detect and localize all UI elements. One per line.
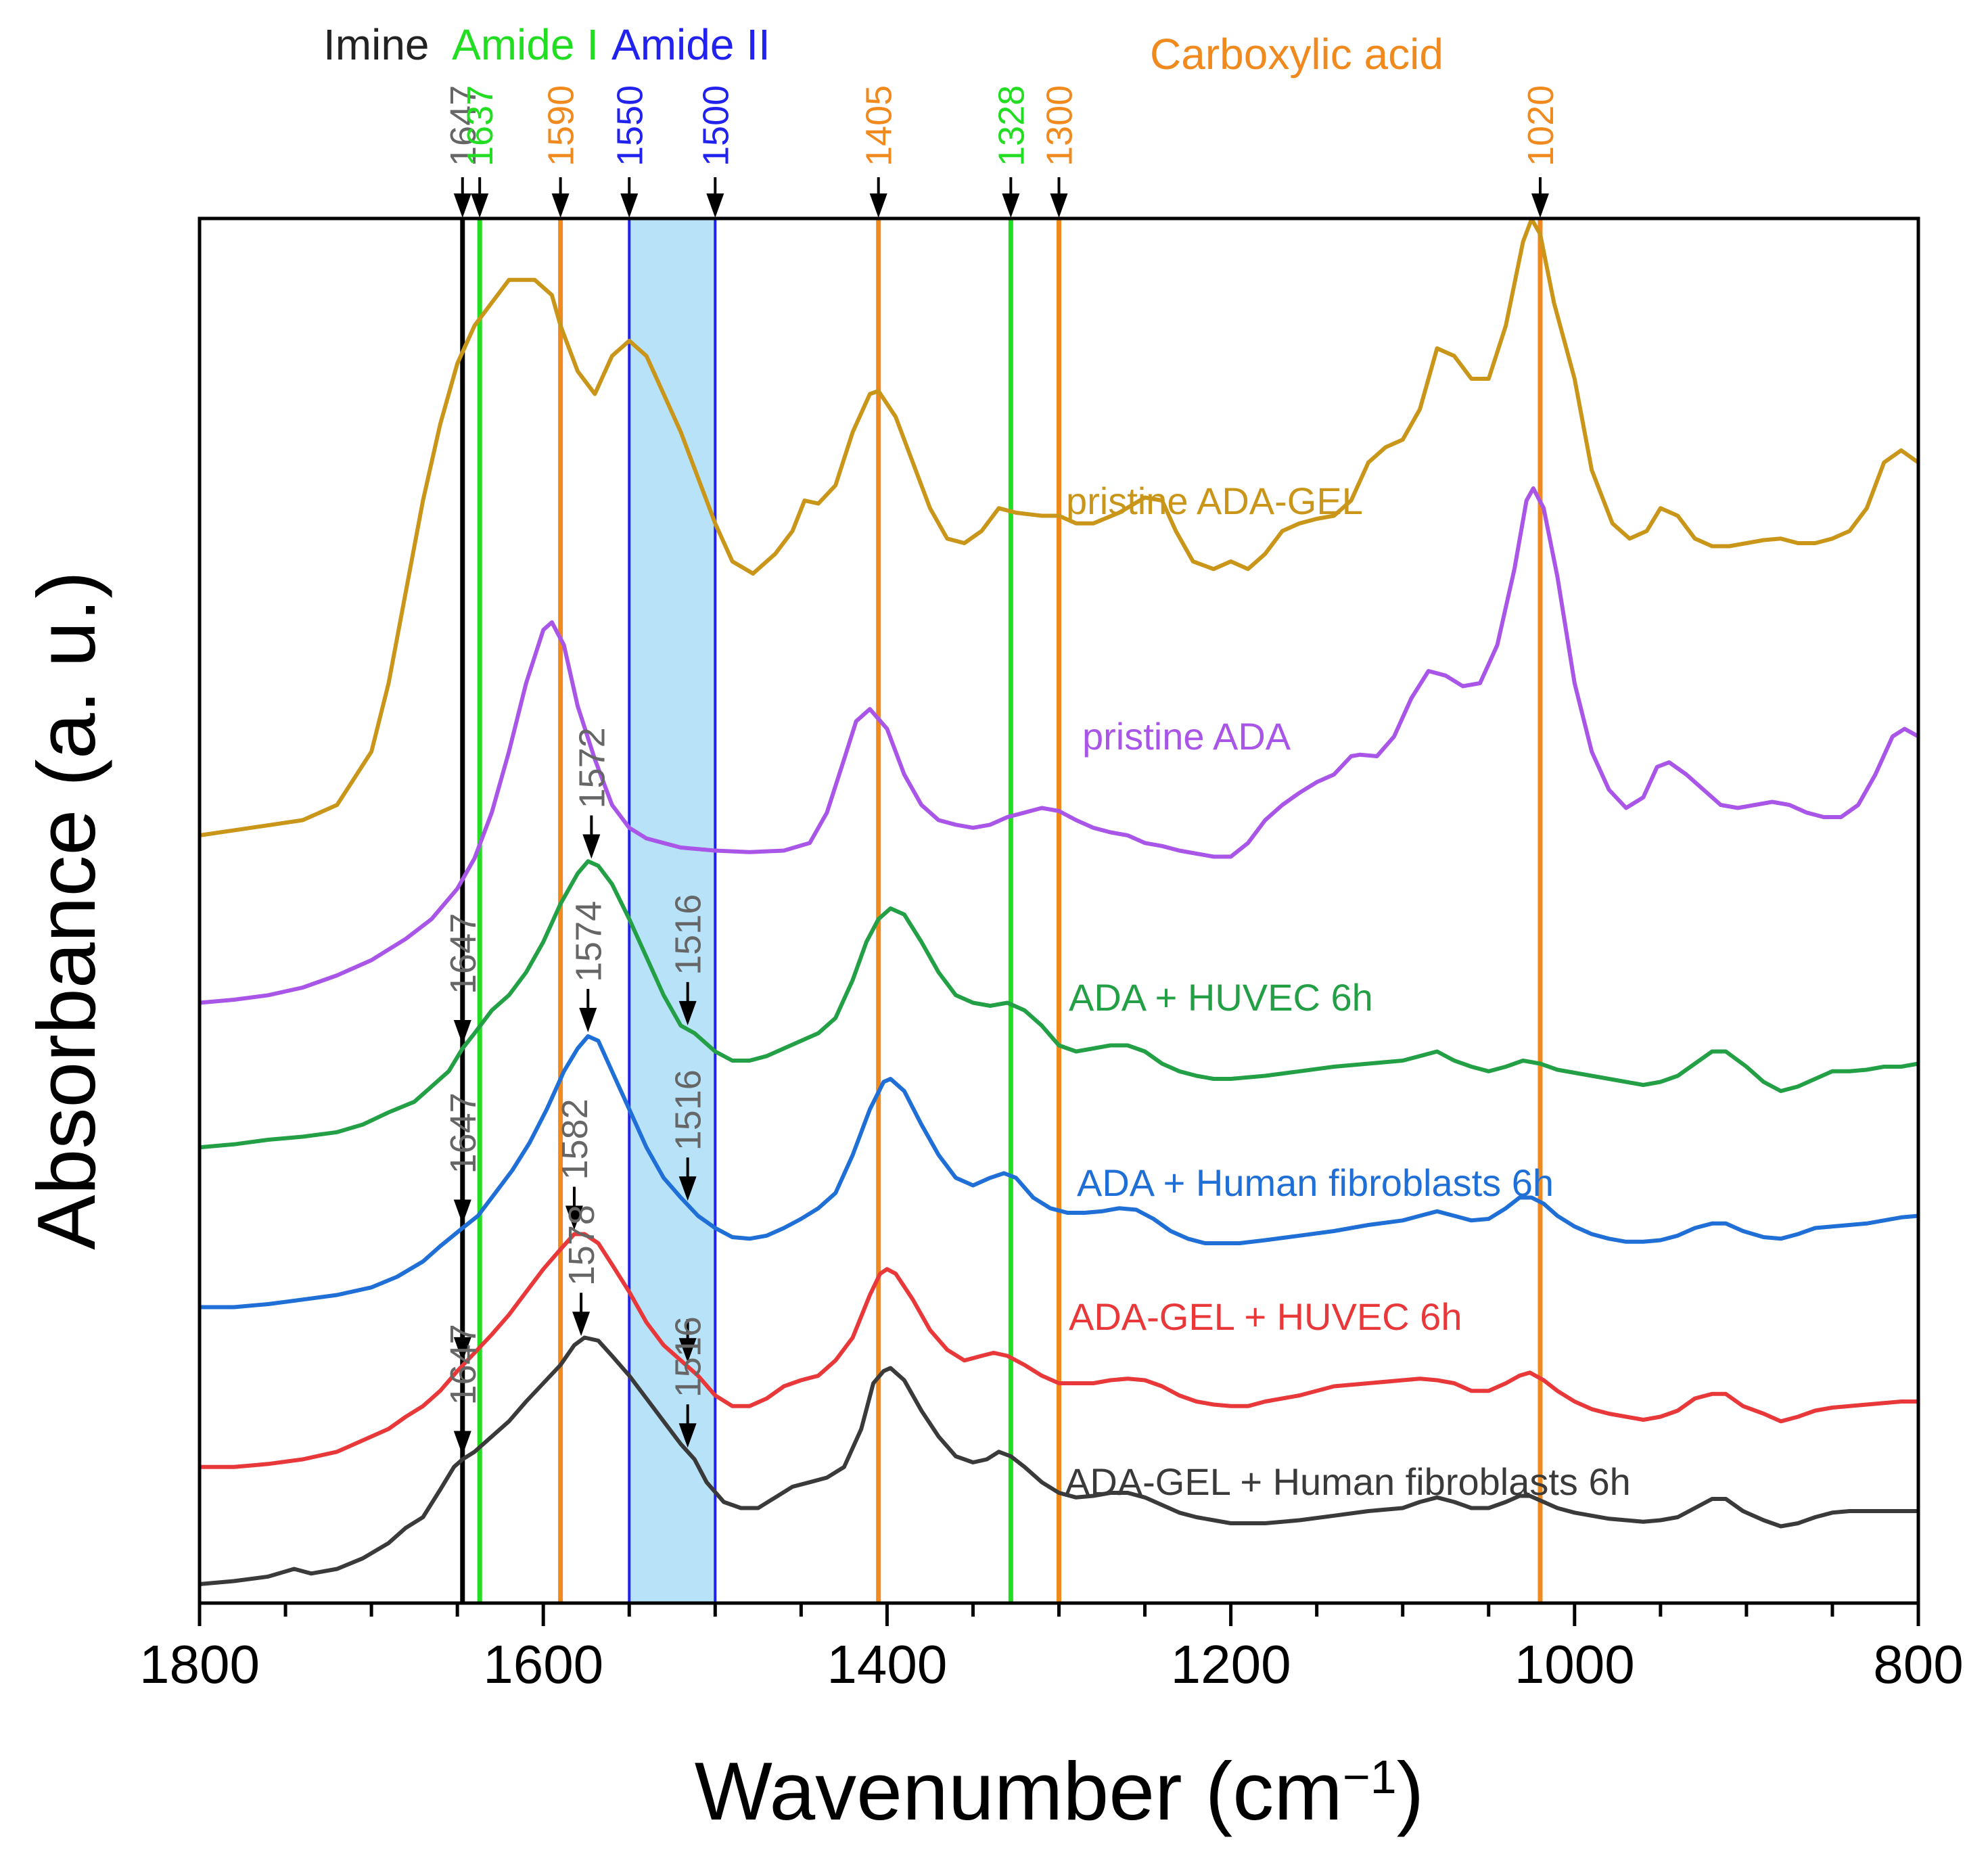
x-tick-label-800: 800 [1873, 1634, 1963, 1694]
x-axis-ticks: 1800 1600 1400 1200 1000 800 [139, 1603, 1964, 1694]
series-label-ada-gel-huvec-6h: ADA-GEL + HUVEC 6h [1069, 1295, 1462, 1338]
reference-arrow-1328 [1002, 193, 1020, 218]
peak-marker-arrow [453, 1020, 471, 1044]
peak-marker-arrow [678, 1338, 697, 1363]
x-tick-label-1800: 1800 [139, 1634, 260, 1694]
peak-marker-label-1574: 1574 [568, 901, 609, 982]
series-label-ada-gel-human-fibroblasts-6h: ADA-GEL + Human fibroblasts 6h [1065, 1460, 1631, 1503]
x-tick-label-1400: 1400 [827, 1634, 947, 1694]
spectra-labels-layer: pristine ADA-GEL pristine ADA ADA + HUVEC … [1065, 480, 1631, 1503]
region-label-imine: Imine [323, 20, 430, 69]
reference-arrow-1637 [471, 193, 489, 218]
peak-marker-arrow [579, 1008, 597, 1032]
peak-marker-label-1578: 1578 [561, 1205, 602, 1286]
peak-marker-label-1516: 1516 [668, 1316, 709, 1397]
reference-label-1020: 1020 [1521, 85, 1561, 166]
peak-marker-label-1647: 1647 [443, 913, 484, 994]
spectra-layer [199, 216, 1920, 1586]
reference-label-1647: 1647 [443, 85, 484, 166]
series-line-ada-human-fibroblasts-6h [200, 1034, 1919, 1310]
peak-marker-arrow [678, 1000, 697, 1025]
reference-label-1500: 1500 [695, 85, 736, 166]
peak-marker-label-1582: 1582 [555, 1098, 595, 1180]
amide-ii-band [629, 218, 716, 1603]
peak-marker-arrow [678, 1423, 697, 1448]
reference-label-1300: 1300 [1040, 85, 1080, 166]
x-axis-title: Wavenumber (cm−1) [695, 1745, 1425, 1837]
reference-arrow-1500 [706, 193, 724, 218]
peak-marker-label-1572: 1572 [572, 727, 612, 808]
peak-marker-arrow [582, 834, 601, 859]
series-label-ada-huvec-6h: ADA + HUVEC 6h [1069, 976, 1373, 1019]
series-line-ada-huvec-6h [199, 859, 1919, 1150]
region-label-amide-i: Amide I [452, 20, 599, 69]
reference-lines-layer [460, 218, 1543, 1603]
peak-marker-label-1647: 1647 [443, 1092, 484, 1174]
reference-arrow-1405 [869, 193, 887, 218]
series-label-pristine-ada: pristine ADA [1082, 715, 1291, 758]
reference-arrow-1590 [551, 193, 570, 218]
x-tick-label-1200: 1200 [1171, 1634, 1291, 1694]
peak-marker-arrow [453, 1431, 471, 1456]
amide-ii-band-layer [629, 218, 716, 1603]
peak-marker-label-1647: 1647 [443, 1324, 484, 1405]
x-axis-title-close: ) [1397, 1745, 1425, 1837]
series-line-ada-gel-human-fibroblasts-6h [199, 1335, 1918, 1586]
reference-label-1405: 1405 [859, 85, 900, 166]
reference-arrow-1300 [1050, 193, 1068, 218]
region-label-carboxylic-acid: Carboxylic acid [1150, 30, 1443, 78]
reference-arrow-1550 [620, 193, 639, 218]
reference-label-1328: 1328 [991, 85, 1032, 166]
x-tick-label-1000: 1000 [1515, 1634, 1635, 1694]
reference-label-1590: 1590 [541, 85, 582, 166]
peak-marker-arrow [565, 1205, 583, 1230]
x-tick-label-1600: 1600 [483, 1634, 603, 1694]
peak-marker-label-1516: 1516 [668, 1069, 709, 1151]
peak-marker-arrow [453, 1199, 471, 1224]
region-label-amide-ii: Amide II [611, 20, 770, 69]
reference-arrow-1647 [453, 193, 471, 218]
peak-marker-label-1516: 1516 [668, 894, 709, 975]
x-axis-title-superscript: −1 [1343, 1751, 1397, 1803]
peak-markers-layer: 1647 1572 1516 1647 1574 1516 1582 1647 1578 1516 [443, 727, 709, 1456]
peak-marker-arrow [453, 1337, 471, 1362]
peak-marker-arrow [572, 1312, 591, 1337]
series-label-pristine-ada-gel: pristine ADA-GEL [1066, 480, 1363, 522]
y-axis-title: Absorbance (a. u.) [20, 571, 112, 1250]
reference-label-1550: 1550 [609, 85, 650, 166]
series-line-pristine-ada-gel [199, 216, 1920, 837]
series-line-pristine-ada [199, 486, 1920, 1005]
series-line-ada-gel-huvec-6h [200, 1232, 1918, 1469]
series-label-ada-human-fibroblasts-6h: ADA + Human fibroblasts 6h [1077, 1161, 1554, 1204]
x-axis-title-main: Wavenumber (cm [695, 1745, 1343, 1837]
reference-label-1637: 1637 [460, 85, 501, 166]
reference-arrow-1020 [1531, 193, 1549, 218]
peak-marker-arrow [678, 1176, 697, 1201]
